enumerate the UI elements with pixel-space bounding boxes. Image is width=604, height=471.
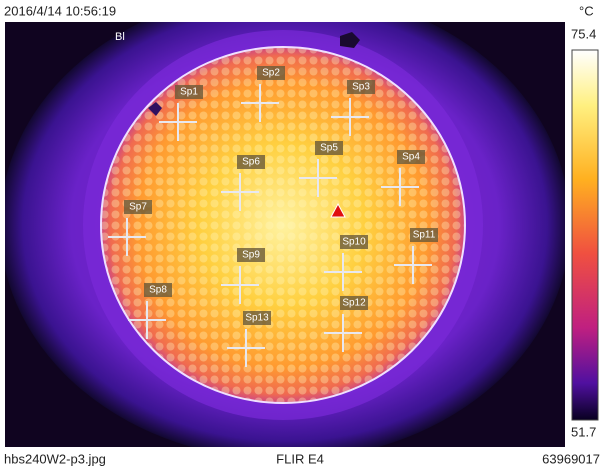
spot-label-box [315,141,343,155]
spot-label: Sp9 [242,250,260,261]
spot-label-box [347,80,375,94]
spot-label-box [124,200,152,214]
spot-meter: Sp8 [128,283,172,339]
camera-model: FLIR E4 [276,451,324,466]
hot-spot-marker [330,202,346,218]
spot-meter: Sp11 [394,228,438,284]
spot-label-box [175,85,203,99]
spot-label: Sp6 [242,157,260,168]
scale-min: 51.7 [571,424,596,439]
spot-label-box [144,283,172,297]
spot-label: Sp7 [129,202,147,213]
thermal-image [5,22,565,447]
spot-label: Sp11 [413,230,436,241]
spot-label: Sp10 [342,237,366,248]
spot-label-box [340,296,368,310]
unit: °C [579,3,594,18]
spot-meter: Sp2 [241,66,285,122]
scale-max: 75.4 [571,26,596,41]
spot-label: Sp3 [352,82,370,93]
spot-label: Sp2 [262,68,280,79]
spot-label: Sp1 [180,87,198,98]
timestamp: 2016/4/14 10:56:19 [4,3,116,18]
spot-meter: Sp4 [381,150,425,206]
spot-label-box [237,248,265,262]
filename: hbs240W2-p3.jpg [4,451,106,466]
spot-label-box [257,66,285,80]
spot-meter: Sp13 [227,311,271,367]
spot-label-box [410,228,438,242]
spot-label: Sp5 [320,143,338,154]
spot-meter: Sp5 [299,141,343,197]
spot-label: Sp13 [245,313,269,324]
spot-label: Sp4 [402,152,420,163]
color-scale [571,49,599,421]
spot-label: Sp12 [342,298,366,309]
spot-label: Sp8 [149,285,167,296]
box-label: Bl [115,31,125,43]
spot-meter: Sp6 [221,155,265,211]
spot-meter: Sp10 [324,235,368,291]
spot-label-box [237,155,265,169]
spot-label-box [397,150,425,164]
spot-meter: Sp9 [221,248,265,304]
spot-meter: Sp12 [324,296,368,352]
spot-meter: Sp3 [331,80,375,136]
spot-meter: Sp1 [159,85,203,141]
spot-label-box [340,235,368,249]
spot-meter: Sp7 [108,200,152,256]
serial-number: 63969017 [542,451,600,466]
spot-label-box [243,311,271,325]
